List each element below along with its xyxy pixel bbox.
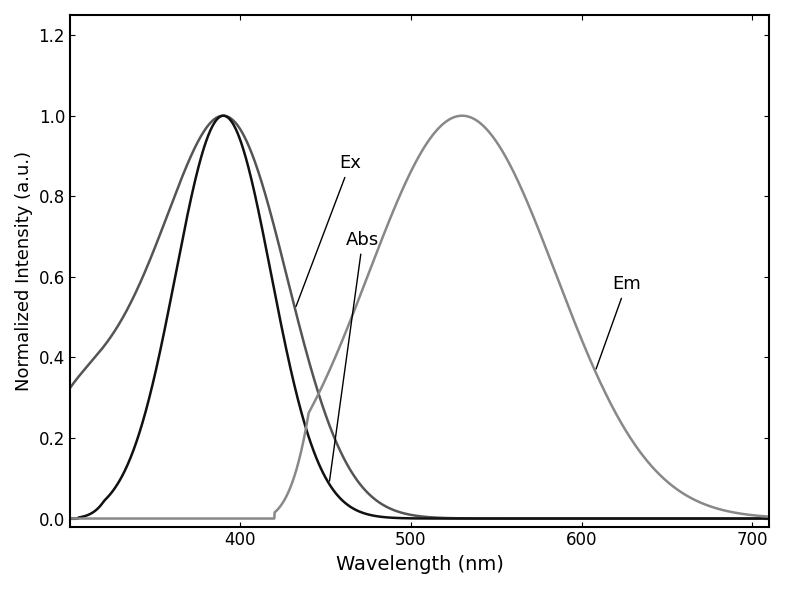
X-axis label: Wavelength (nm): Wavelength (nm) bbox=[335, 555, 503, 574]
Text: Abs: Abs bbox=[330, 231, 379, 481]
Text: Ex: Ex bbox=[296, 154, 361, 306]
Y-axis label: Normalized Intensity (a.u.): Normalized Intensity (a.u.) bbox=[15, 151, 33, 391]
Text: Em: Em bbox=[596, 275, 641, 369]
